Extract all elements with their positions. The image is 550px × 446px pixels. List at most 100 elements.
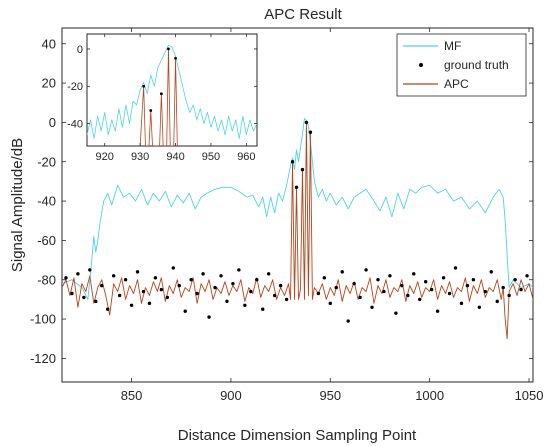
main-ground-truth-point [123, 278, 128, 282]
main-ground-truth-point [453, 266, 458, 270]
inset-y-tick-label: -20 [67, 81, 83, 93]
main-ground-truth-point [129, 303, 134, 307]
main-ground-truth-point [117, 293, 122, 298]
main-y-tick-label: -60 [37, 233, 56, 248]
inset-series-mf [87, 44, 257, 139]
main-ground-truth-point [219, 274, 223, 278]
main-ground-truth-point [519, 287, 523, 292]
inset-ground-truth-point [142, 84, 146, 88]
main-ground-truth-point [294, 185, 299, 189]
main-ground-truth-point [441, 276, 446, 280]
inset-x-tick-label: 930 [131, 151, 149, 163]
main-ground-truth-point [111, 274, 116, 278]
main-ground-truth-point [394, 311, 398, 315]
main-ground-truth-point [106, 307, 110, 311]
main-ground-truth-point [489, 270, 493, 274]
inset-x-tick-label: 920 [96, 151, 114, 163]
main-ground-truth-point [400, 283, 404, 288]
main-ground-truth-point [316, 291, 321, 296]
inset-ground-truth-point [167, 47, 170, 51]
main-ground-truth-point [501, 285, 505, 290]
main-y-tick-label: -20 [37, 154, 56, 169]
main-x-ticks: 850 900 950 1000 1050 [121, 28, 544, 403]
inset-y-ticks: 0 -20 -40 [67, 44, 257, 130]
main-ground-truth-point [364, 268, 368, 272]
main-ground-truth-point [352, 281, 356, 286]
main-ground-truth-point [290, 160, 295, 164]
main-ground-truth-point [465, 283, 470, 288]
main-y-tick-label: -40 [37, 194, 56, 209]
main-series-group [62, 118, 533, 340]
main-ground-truth-point [412, 272, 416, 276]
main-ground-truth-point [513, 278, 517, 282]
main-ground-truth-point [237, 268, 241, 272]
main-ground-truth-point [308, 130, 313, 134]
main-ground-truth-point [135, 270, 140, 274]
main-ground-truth-point [429, 287, 434, 292]
main-ground-truth-point [76, 272, 80, 276]
main-ground-truth-point [334, 285, 338, 290]
main-ground-truth-point [94, 299, 98, 304]
inset-series-group [87, 44, 257, 146]
inset-ground-truth-point [149, 109, 153, 112]
main-ground-truth-point [346, 319, 350, 323]
main-x-tick-label: 900 [220, 388, 242, 403]
main-ground-truth-point [165, 295, 170, 300]
main-y-tick-label: 0 [49, 115, 56, 130]
main-ground-truth-point [328, 301, 332, 306]
main-ground-truth-point [376, 278, 380, 282]
y-axis-label: Signal Amplitude/dB [9, 138, 26, 272]
inset-y-tick-label: -40 [67, 118, 83, 130]
inset-plot-frame [86, 33, 258, 147]
main-ground-truth-point [225, 299, 229, 304]
main-ground-truth-point [64, 276, 68, 280]
main-ground-truth-point [153, 276, 158, 280]
main-x-tick-label: 1050 [515, 388, 544, 403]
inset-ground-truth-point [174, 56, 177, 60]
main-ground-truth-point [370, 305, 374, 309]
inset-y-tick-label: 0 [77, 44, 83, 56]
main-ground-truth-point [261, 307, 265, 311]
main-ground-truth-point [147, 301, 152, 306]
main-ground-truth-point [418, 297, 422, 302]
inset-x-tick-label: 960 [237, 151, 255, 163]
main-ground-truth-point [300, 167, 305, 172]
main-ground-truth-point [423, 280, 428, 284]
main-ground-truth-point [70, 291, 74, 296]
main-x-tick-label: 850 [121, 388, 143, 403]
chart-title: APC Result [264, 6, 342, 23]
main-x-tick-label: 950 [319, 388, 341, 403]
main-ground-truth-point [231, 281, 235, 286]
legend: MF ground truth APC [396, 33, 527, 97]
main-ground-truth-point [284, 297, 289, 302]
main-ground-truth-point [100, 283, 104, 288]
main-ground-truth-point [171, 266, 175, 270]
main-ground-truth-point [195, 291, 199, 296]
inset-plot-area: 920 930 940 950 960 0 -20 -40 [67, 33, 258, 163]
main-ground-truth-point [507, 293, 511, 298]
main-ground-truth-point [141, 289, 146, 294]
inset-clipped-series [87, 44, 257, 146]
main-ground-truth-point [435, 309, 440, 313]
main-ground-truth-point [207, 315, 211, 319]
legend-ground-truth-label: ground truth [444, 58, 509, 72]
main-ground-truth-point [177, 283, 181, 288]
main-y-tick-label: -100 [30, 312, 56, 327]
main-ground-truth-point [322, 276, 327, 280]
main-ground-truth-point [201, 272, 205, 276]
main-ground-truth-point [340, 270, 344, 274]
inset-x-tick-label: 940 [166, 151, 184, 163]
inset-x-tick-label: 950 [202, 151, 220, 163]
legend-ground-truth-swatch [419, 63, 423, 67]
legend-mf-label: MF [444, 39, 461, 53]
main-ground-truth-point [255, 278, 259, 282]
main-ground-truth-point [183, 309, 187, 313]
main-ground-truth-point [525, 274, 529, 278]
main-series-apc [62, 121, 533, 340]
main-ground-truth-point [272, 293, 277, 298]
main-ground-truth-point [447, 291, 452, 296]
main-y-tick-label: -80 [37, 272, 56, 287]
main-ground-truth-point [382, 289, 386, 294]
main-ground-truth-point [304, 120, 309, 125]
